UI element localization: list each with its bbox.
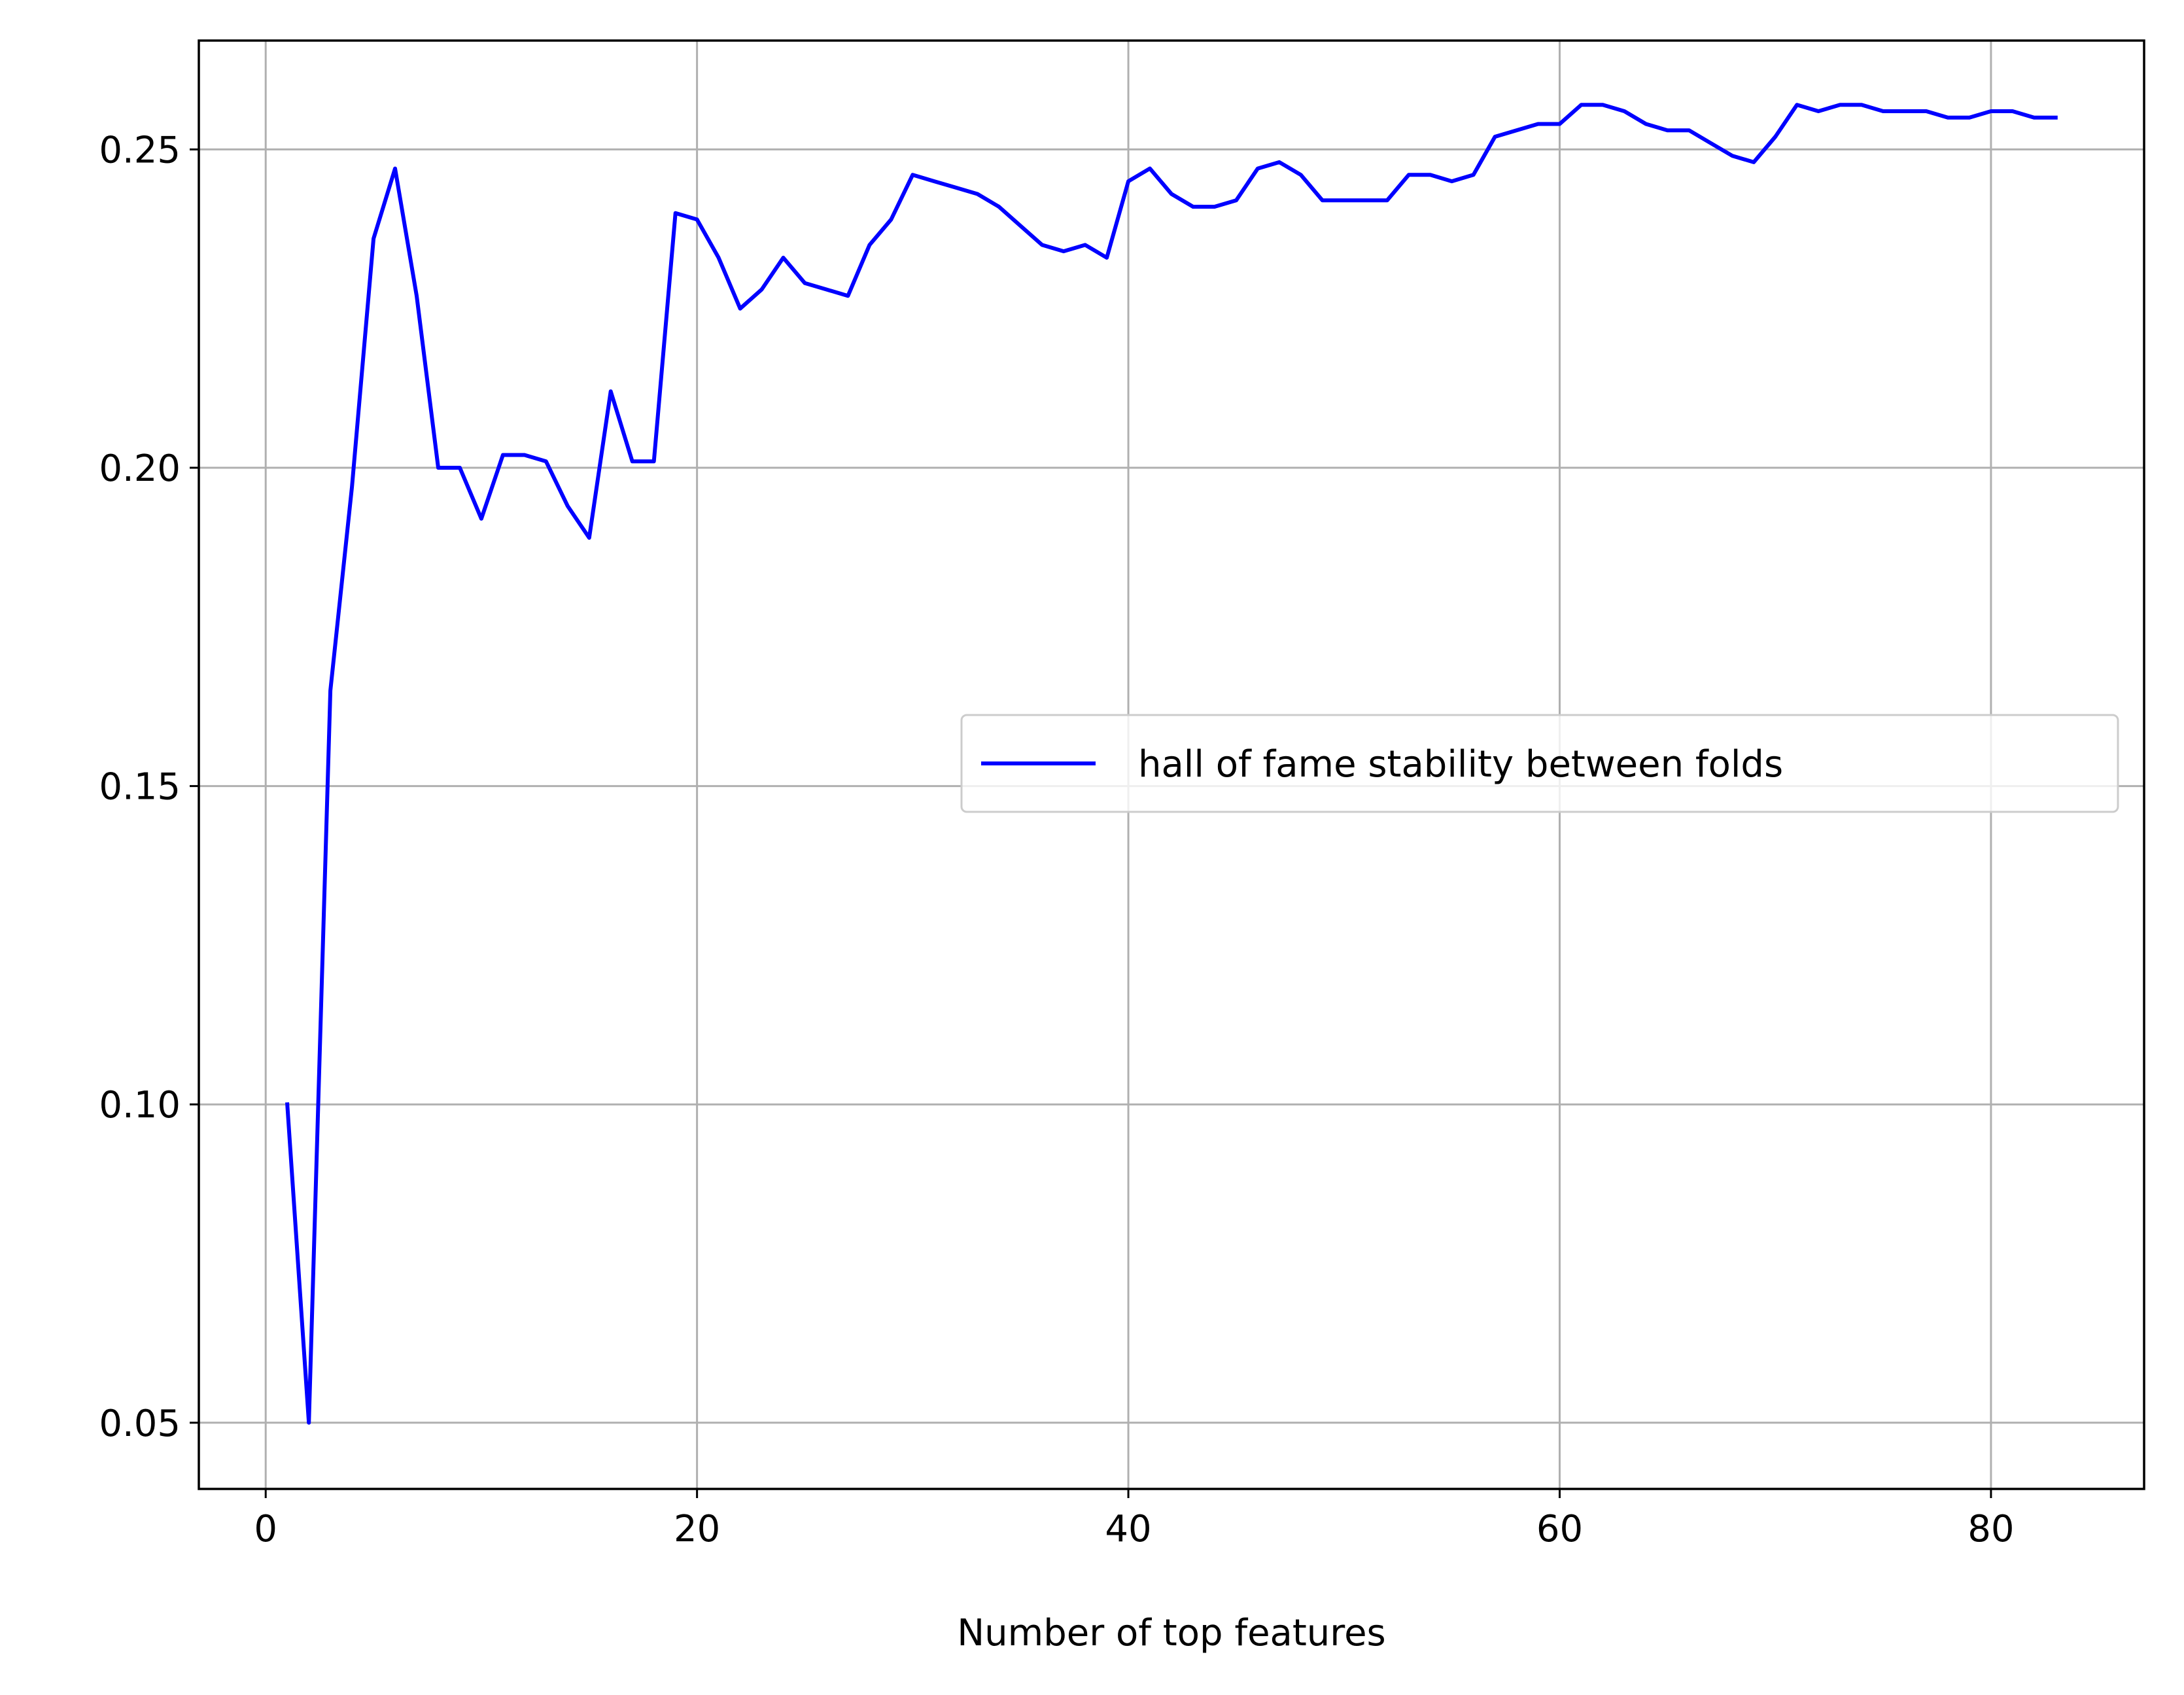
x-tick-label: 60 <box>1536 1508 1583 1550</box>
legend: hall of fame stability between folds <box>960 714 2119 813</box>
legend-box <box>960 714 2119 813</box>
x-axis-title: Number of top features <box>957 1612 1385 1654</box>
y-tick-label: 0.10 <box>99 1084 181 1127</box>
y-axis: 0.05 0.10 0.15 0.20 0.25 <box>99 129 199 1445</box>
legend-label: hall of fame stability between folds <box>1138 743 1783 786</box>
x-axis: 0 20 40 60 80 <box>254 1489 2015 1550</box>
x-tick-label: 20 <box>674 1508 720 1550</box>
series-line <box>285 103 2058 1425</box>
y-tick-label: 0.15 <box>99 766 181 809</box>
x-tick-label: 40 <box>1105 1508 1151 1550</box>
y-tick-label: 0.05 <box>99 1403 181 1445</box>
plot-area-frame <box>198 39 2145 1490</box>
x-tick-label: 80 <box>1967 1508 2014 1550</box>
y-tick-label: 0.20 <box>99 447 181 490</box>
y-tick-label: 0.25 <box>99 129 181 171</box>
series-layer <box>285 103 2058 1425</box>
x-tick-label: 0 <box>254 1508 277 1550</box>
